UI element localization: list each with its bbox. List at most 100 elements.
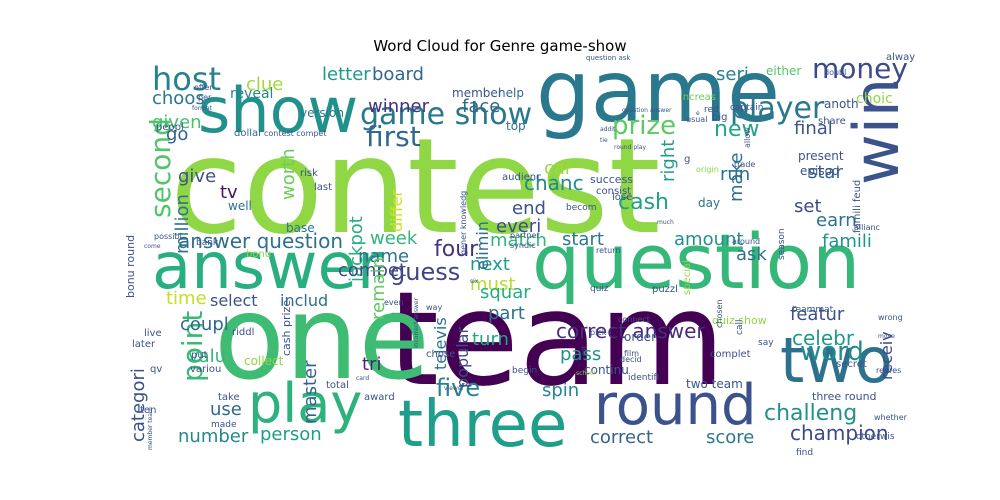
word: select (210, 291, 258, 310)
word: game (536, 42, 780, 142)
word: host (152, 60, 221, 98)
word: allow (743, 127, 752, 148)
word: everi (496, 216, 541, 237)
word: chosen (715, 299, 724, 328)
word: syndic (510, 241, 536, 250)
word: live (144, 328, 162, 339)
word: categori (128, 368, 149, 442)
word: peopl (156, 122, 184, 133)
word: guess (390, 258, 460, 286)
word: begin (512, 366, 537, 376)
word: alway (886, 52, 915, 63)
word: champion (790, 421, 889, 445)
word: present (798, 149, 844, 163)
word: format (192, 105, 213, 112)
word: first (366, 120, 421, 153)
word: round (594, 373, 757, 438)
word: person (260, 424, 322, 445)
word: red (704, 105, 719, 115)
word: question (532, 217, 860, 306)
word: question answer (622, 107, 672, 114)
word: challeng (764, 401, 857, 426)
word: differ (387, 190, 406, 232)
word: correct answer (556, 319, 705, 343)
word: three round (812, 390, 877, 403)
word: come (144, 243, 161, 250)
word: ask (736, 244, 767, 265)
word: day (698, 196, 720, 210)
word: ten (140, 405, 156, 416)
word: answer question (178, 229, 343, 253)
word: two (780, 324, 893, 397)
word: set (794, 196, 822, 217)
word: choos (152, 88, 205, 109)
word: televis (431, 317, 450, 370)
word: prize (612, 111, 676, 141)
word: compet (338, 260, 406, 281)
word: famili (822, 231, 872, 252)
word: collect (244, 354, 284, 368)
word: usual (686, 115, 707, 124)
word: allianc (854, 223, 880, 232)
word: show (198, 74, 358, 147)
word: much (657, 219, 674, 226)
word: elimin (473, 221, 492, 270)
word: score (706, 427, 754, 448)
word: puzzl (652, 284, 678, 295)
word: contest (170, 110, 661, 264)
word: last (314, 182, 332, 193)
word: even (384, 298, 404, 307)
word: whether (874, 413, 908, 422)
word: bonu (246, 249, 271, 260)
word: run (720, 164, 750, 185)
word: winner (368, 96, 430, 117)
word: episod (800, 164, 840, 178)
word: valu (188, 346, 226, 367)
word: board (372, 64, 424, 85)
word: win (840, 78, 913, 185)
word: otherwis (856, 432, 895, 442)
word: use (210, 399, 242, 420)
word: film (624, 349, 639, 358)
word: trade (734, 160, 755, 169)
word: version (300, 106, 344, 120)
word: next (470, 254, 510, 275)
word: later (132, 339, 156, 350)
word: tv (220, 182, 238, 203)
word: big (712, 112, 727, 123)
word: jackpot (346, 216, 367, 283)
word: coupl (180, 314, 229, 335)
word: made (211, 420, 237, 430)
word: must (470, 274, 515, 295)
word: partner (510, 231, 540, 240)
word: teammat (792, 305, 834, 315)
word: wrong (878, 313, 903, 322)
word: becom (566, 203, 596, 213)
word: put (191, 350, 208, 361)
word: end (512, 198, 546, 219)
word: cash (618, 190, 669, 215)
page-title: Word Cloud for Genre game-show (373, 37, 627, 55)
word: way (426, 303, 442, 312)
word: one (214, 271, 430, 406)
word: receiv (877, 331, 896, 380)
word: viewer (444, 385, 465, 392)
word: new (714, 117, 759, 142)
word: call (735, 320, 745, 335)
word: well (228, 199, 252, 213)
word: consist (596, 186, 631, 197)
word: dollar (234, 128, 263, 139)
word: qv (150, 364, 162, 375)
word: doubl (824, 68, 846, 77)
word: e (696, 110, 700, 117)
word: three (398, 388, 567, 462)
word: special (682, 260, 693, 295)
word: round play (614, 144, 646, 151)
word: includ (280, 291, 328, 310)
word: play (248, 372, 362, 435)
word: g (684, 154, 690, 165)
word: famili feud (852, 180, 863, 233)
word: quiz show (712, 314, 767, 327)
word: letter (322, 64, 371, 85)
